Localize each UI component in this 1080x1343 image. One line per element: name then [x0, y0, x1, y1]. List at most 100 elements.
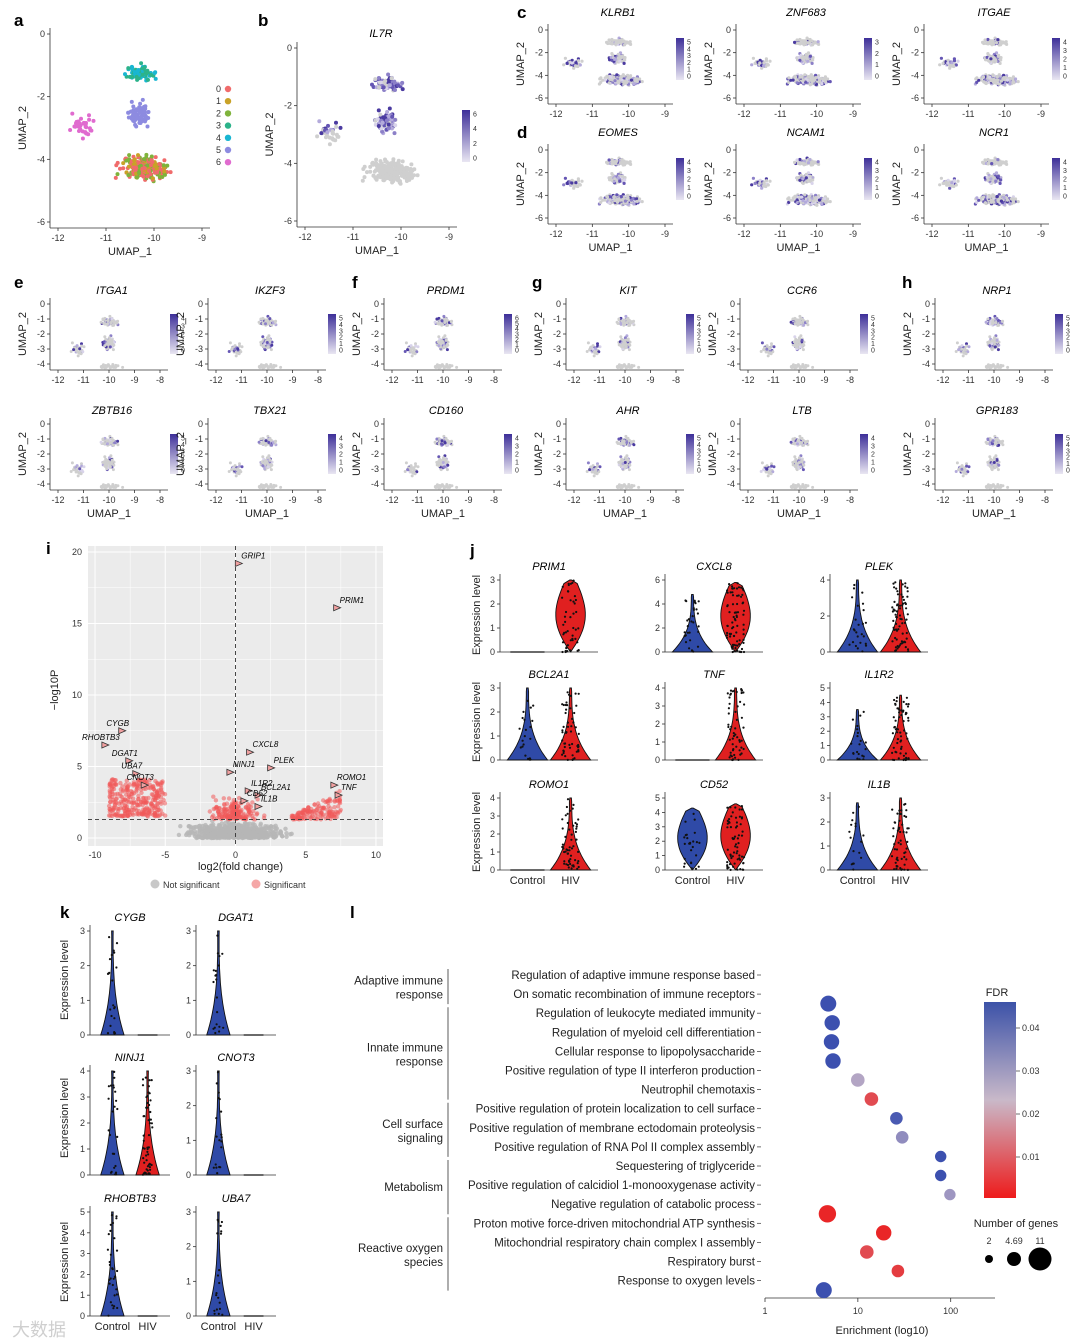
umap-point — [986, 178, 990, 182]
umap-point — [270, 443, 274, 447]
umap-point — [234, 474, 238, 478]
umap-point — [325, 130, 330, 135]
umap-point — [110, 338, 114, 342]
umap-ZNF683-y-tick-label: -6 — [723, 93, 731, 103]
umap-NCR1-x-tick-label: -10 — [998, 229, 1011, 239]
umap-point — [828, 200, 832, 204]
umap-point — [319, 131, 324, 136]
umap-point — [99, 440, 103, 444]
umap-point — [996, 158, 1000, 162]
il7r-colorbar-label: 6 — [473, 112, 477, 119]
umap-point — [1002, 196, 1006, 200]
panel-letter-b: b — [258, 11, 268, 30]
umap-ITGA1-x-tick-label: -11 — [77, 375, 89, 385]
ZNF683-colorbar — [864, 38, 872, 80]
umap-point — [811, 79, 816, 83]
umap-point — [817, 198, 822, 202]
umap-point — [162, 169, 167, 174]
umap-a-x-tick-label: -10 — [147, 233, 160, 243]
umap-point — [632, 202, 636, 206]
umap-point — [99, 320, 103, 324]
umap-NCAM1-x-tick-label: -10 — [810, 229, 823, 239]
umap-ZNF683-x-tick-label: -11 — [774, 109, 786, 119]
umap-point — [764, 179, 769, 183]
umap-point — [817, 78, 822, 82]
umap-point — [605, 40, 609, 45]
cluster-legend-dot — [224, 98, 232, 105]
umap-point — [400, 87, 405, 92]
umap-TBX21-y-tick-label: -1 — [195, 434, 203, 444]
umap-point — [412, 351, 415, 355]
umap-point — [638, 77, 642, 81]
umap-point — [139, 106, 144, 111]
il7r-colorbar — [462, 110, 470, 162]
umap-point — [798, 178, 802, 182]
umap-point — [368, 164, 373, 169]
umap-point — [1014, 77, 1018, 81]
umap-point — [133, 167, 138, 172]
umap-ITGAE-x-tick-label: -11 — [962, 109, 974, 119]
umap-point — [599, 76, 603, 80]
panel-letter-d: d — [517, 123, 527, 142]
umap-point — [376, 76, 381, 80]
gene-title-ZNF683: ZNF683 — [785, 7, 827, 19]
umap-ZBTB16-y-label: UMAP_2 — [17, 432, 29, 476]
ITGAE-colorbar-label: 3 — [1063, 48, 1067, 55]
umap-CD160-x-tick-label: -12 — [385, 495, 398, 505]
umap-point — [992, 56, 996, 60]
umap-point — [380, 171, 385, 176]
umap-point — [622, 61, 626, 65]
umap-NCR1-x-tick-label: -11 — [962, 229, 974, 239]
umap-point — [106, 439, 110, 443]
umap-point — [610, 178, 614, 182]
cluster-legend-dot — [224, 122, 232, 129]
umap-point — [811, 178, 815, 182]
umap-PRDM1-x-tick-label: -10 — [436, 375, 449, 385]
umap-point — [131, 104, 136, 109]
umap-point — [807, 74, 811, 79]
umap-point — [334, 124, 339, 129]
umap-point — [810, 181, 814, 185]
umap-a-y-tick-label: -2 — [37, 92, 45, 102]
umap-point — [798, 58, 802, 62]
umap-point — [145, 174, 150, 179]
umap-point — [109, 365, 113, 369]
umap-point — [269, 468, 273, 472]
umap-point — [101, 317, 105, 321]
umap-CD160-y-tick-label: -4 — [371, 479, 379, 489]
umap-point — [121, 485, 125, 489]
umap-point — [233, 467, 237, 471]
umap-point — [803, 193, 807, 197]
umap-point — [385, 110, 390, 114]
umap-point — [264, 363, 268, 367]
umap-point — [616, 176, 620, 180]
umap-point — [258, 486, 262, 489]
umap-TBX21-x-tick-label: -12 — [209, 495, 222, 505]
umap-point — [795, 81, 799, 85]
umap-point — [629, 78, 634, 82]
umap-point — [412, 347, 416, 351]
umap-NCR1-y-tick-label: -2 — [911, 168, 919, 178]
umap-point — [768, 59, 772, 63]
umap-PRDM1-y-tick-label: -2 — [371, 329, 379, 339]
umap-point — [168, 170, 173, 175]
umap-point — [433, 320, 437, 324]
umap-point — [112, 323, 116, 327]
umap-point — [107, 341, 111, 344]
umap-point — [265, 456, 269, 460]
umap-point — [946, 181, 950, 185]
umap-point — [377, 85, 382, 90]
umap-point — [72, 124, 77, 129]
umap-TBX21-x-tick-label: -11 — [235, 495, 247, 505]
umap-ITGA1-y-tick-label: -2 — [37, 329, 45, 339]
umap-point — [130, 74, 135, 79]
umap-point — [618, 59, 622, 63]
umap-point — [365, 170, 369, 175]
TBX21-colorbar — [328, 434, 336, 474]
umap-b-y-label: UMAP_2 — [264, 112, 276, 156]
umap-point — [108, 465, 112, 469]
umap-ITGA1-y-tick-label: 0 — [40, 299, 45, 309]
umap-point — [1005, 78, 1010, 82]
umap-point — [148, 172, 153, 177]
